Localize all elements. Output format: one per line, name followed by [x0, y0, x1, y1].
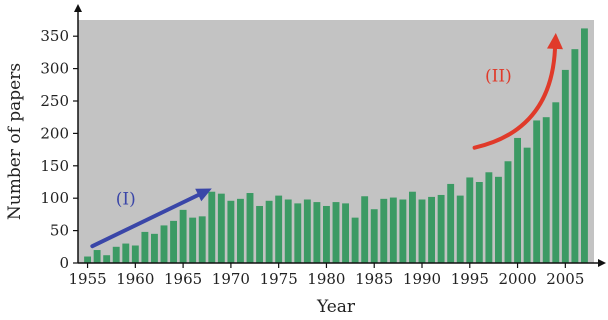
- bar-1963: [160, 225, 168, 263]
- bar-1979: [313, 202, 321, 263]
- bar-1986: [380, 198, 388, 263]
- bar-1956: [93, 250, 101, 263]
- y-tick-label-200: 200: [40, 124, 69, 142]
- bar-1997: [485, 172, 493, 263]
- bar-1965: [179, 209, 187, 263]
- annotations-group: (I) (II): [90, 33, 563, 249]
- x-tick-label-1970: 1970: [212, 270, 250, 288]
- bar-1995: [466, 177, 474, 263]
- y-tick-label-350: 350: [40, 27, 69, 45]
- bar-1974: [265, 200, 273, 263]
- x-tick-label-1955: 1955: [69, 270, 107, 288]
- bar-1975: [275, 195, 283, 263]
- bar-1980: [323, 205, 330, 263]
- bar-1983: [351, 217, 359, 263]
- arrow-i-line: [90, 193, 201, 249]
- bar-2003: [542, 117, 550, 263]
- x-tick-label-1980: 1980: [307, 270, 345, 288]
- bar-1981: [332, 202, 340, 263]
- bar-1988: [399, 199, 407, 263]
- bar-2000: [514, 137, 521, 263]
- bar-1994: [456, 195, 464, 263]
- bar-1958: [112, 246, 120, 263]
- bar-1985: [370, 209, 378, 263]
- y-axis-title: Number of papers: [5, 63, 25, 220]
- axes-group: [74, 4, 606, 267]
- y-tick-label-150: 150: [40, 157, 69, 175]
- bar-1996: [475, 182, 483, 263]
- bar-2007: [581, 28, 588, 264]
- x-tick-label-1990: 1990: [403, 270, 441, 288]
- bar-1973: [256, 205, 263, 263]
- bar-1977: [294, 203, 302, 263]
- bar-1959: [122, 243, 130, 263]
- arrow-i-head: [195, 188, 212, 202]
- bar-1971: [237, 198, 244, 263]
- x-axis-title: Year: [316, 297, 356, 317]
- bar-1967: [198, 216, 206, 263]
- x-tick-label-1960: 1960: [116, 270, 154, 288]
- bar-1998: [495, 176, 502, 263]
- y-tick-label-300: 300: [40, 60, 69, 78]
- bar-1982: [342, 203, 349, 263]
- bar-2001: [523, 147, 531, 263]
- bar-1984: [361, 196, 369, 263]
- bar-1970: [227, 200, 235, 263]
- bar-2002: [533, 120, 541, 263]
- bar-1992: [437, 194, 445, 263]
- bar-2006: [571, 49, 579, 263]
- bar-1989: [409, 191, 416, 263]
- x-tick-label-1985: 1985: [355, 270, 393, 288]
- bar-1957: [103, 255, 111, 263]
- ticks-group: 1955 1960 1965 1970 1975 1980 1985 1990 1995 2000…: [40, 27, 584, 288]
- bar-1955: [84, 256, 91, 263]
- bar-1964: [170, 220, 177, 263]
- bar-1966: [189, 217, 197, 263]
- bar-1987: [389, 197, 397, 263]
- bar-1993: [447, 183, 455, 263]
- bar-1976: [284, 199, 292, 263]
- y-tick-label-100: 100: [40, 189, 69, 207]
- bars-group: [84, 28, 588, 264]
- bar-1999: [504, 161, 512, 263]
- bar-1962: [151, 233, 158, 263]
- bar-2005: [561, 69, 569, 264]
- x-tick-label-2000: 2000: [499, 270, 537, 288]
- bar-1961: [141, 231, 149, 263]
- x-tick-label-2005: 2005: [546, 270, 584, 288]
- bar-1991: [428, 196, 435, 263]
- bar-1978: [303, 199, 311, 263]
- bar-1972: [246, 193, 254, 263]
- bar-2004: [552, 102, 560, 263]
- bar-1990: [418, 199, 426, 263]
- arrow-ii-head: [547, 33, 563, 50]
- annotation-label-i: (I): [116, 190, 136, 210]
- arrow-ii-curve: [472, 46, 557, 150]
- annotation-label-ii: (II): [485, 67, 512, 87]
- x-tick-label-1965: 1965: [164, 270, 202, 288]
- y-tick-label-250: 250: [40, 92, 69, 110]
- x-tick-label-1995: 1995: [451, 270, 489, 288]
- y-tick-label-0: 0: [59, 254, 69, 272]
- x-tick-label-1975: 1975: [260, 270, 298, 288]
- bar-1968: [208, 191, 216, 263]
- y-tick-label-50: 50: [50, 222, 69, 240]
- bar-1969: [217, 193, 225, 263]
- bar-1960: [131, 245, 139, 263]
